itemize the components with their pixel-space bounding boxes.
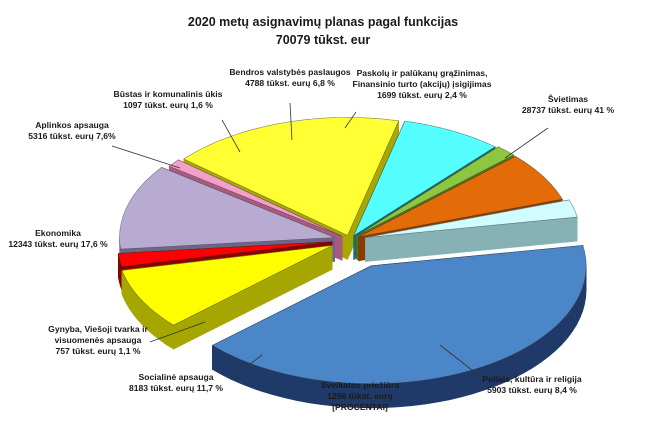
slices-layer (118, 117, 587, 409)
leader-lines (111, 102, 549, 379)
data-label-line: Švietimas (548, 93, 588, 104)
data-label-line: Finansinio turto (akcijų) įsigijimas (353, 79, 492, 89)
data-label-line: 12343 tūkst. eurų 17,6 % (8, 239, 108, 249)
data-label-line: 5316 tūkst. eurų 7,6% (28, 131, 116, 141)
data-label-line: Paskolų ir palūkanų grąžinimas, (357, 68, 488, 78)
data-label-line: 757 tūkst. eurų 1,1 % (55, 346, 140, 356)
data-label-line: Gynyba, Viešoji tvarka ir (48, 324, 148, 334)
data-label-line: Poilsis, kultūra ir religija (482, 374, 582, 384)
data-label-line: 28737 tūkst. eurų 41 % (522, 105, 615, 115)
leader-line-aplinkos (111, 145, 181, 169)
leader-line-bendros (289, 102, 293, 141)
leader-line-poilsis (439, 344, 483, 379)
data-label-aplinkos: Aplinkos apsauga 5316 tūkst. eurų 7,6% (28, 120, 116, 141)
data-labels: Švietimas 28737 tūkst. eurų 41 % Poilsis, … (8, 67, 614, 412)
data-label-ekonomika: Ekonomika 12343 tūkst. eurų 17,6 % (8, 228, 108, 249)
data-label-bustas: Būstas ir komunalinis ūkis 1097 tūkst. eu… (114, 89, 223, 110)
leader-line-gynyba (149, 321, 206, 343)
leader-line-bustas (221, 119, 241, 153)
data-label-line: Bendros valstybės paslaugos (229, 67, 351, 77)
data-label-line: 8183 tūkst. eurų 11,7 % (129, 383, 223, 393)
data-label-line: [PROCENTAI] (332, 402, 388, 412)
data-label-bendros: Bendros valstybės paslaugos 4788 tūkst. e… (229, 67, 351, 88)
data-label-svietimas: Švietimas 28737 tūkst. eurų 41 % (522, 93, 615, 115)
data-label-line: Sveikatos priežiūra (321, 380, 400, 390)
data-label-line: Socialinė apsauga (139, 372, 214, 382)
data-label-line: 1256 tūkst. eurų (327, 391, 392, 401)
chart-title: 2020 metų asignavimų planas pagal funkci… (188, 15, 458, 29)
data-label-line: Būstas ir komunalinis ūkis (114, 89, 223, 99)
data-label-poilsis: Poilsis, kultūra ir religija 5903 tūkst. … (482, 374, 582, 395)
data-label-line: 5903 tūkst. eurų 8,4 % (487, 385, 577, 395)
slice-paskolu (365, 199, 578, 262)
leader-line-paskolu (344, 111, 357, 129)
chart-subtitle: 70079 tūkst. eur (276, 33, 371, 47)
data-label-sveikatos: Sveikatos priežiūra 1256 tūkst. eurų [PROC… (321, 380, 400, 412)
slice-svietimas (211, 245, 587, 409)
data-label-line: visuomenės apsauga (55, 335, 142, 345)
data-label-line: Ekonomika (35, 228, 81, 238)
leader-line-socialine (231, 354, 263, 379)
data-label-line: 1097 tūkst. eurų 1,6 % (123, 100, 213, 110)
leader-line-svietimas (504, 127, 549, 159)
slice-poilsis (121, 245, 333, 350)
data-label-paskolu: Paskolų ir palūkanų grąžinimas, Finansini… (353, 68, 492, 100)
data-label-line: 1699 tūkst. eurų 2,4 % (377, 90, 467, 100)
data-label-socialine: Socialinė apsauga 8183 tūkst. eurų 11,7 % (129, 372, 223, 393)
data-label-line: Aplinkos apsauga (35, 120, 109, 130)
data-label-gynyba: Gynyba, Viešoji tvarka ir visuomenės apsa… (48, 324, 148, 356)
data-label-line: 4788 tūkst. eurų 6,8 % (245, 78, 335, 88)
